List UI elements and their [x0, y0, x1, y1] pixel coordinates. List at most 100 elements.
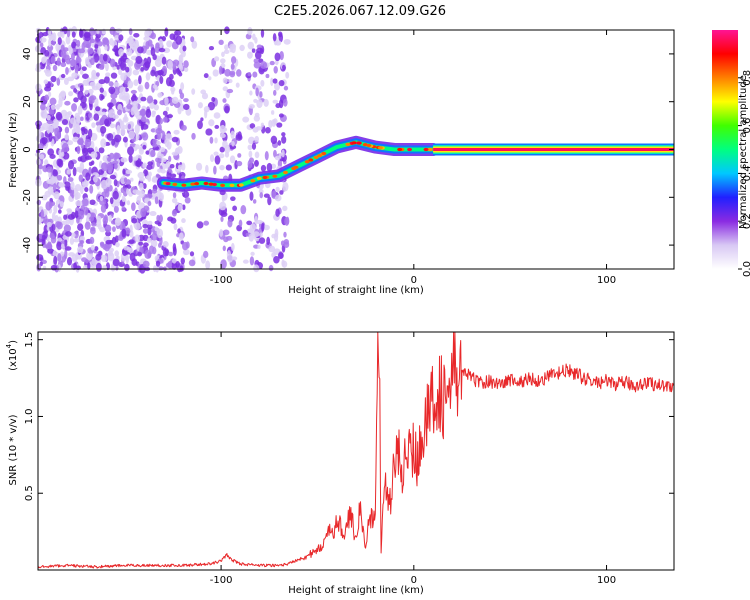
noise-speck — [44, 244, 49, 249]
noise-speck — [209, 136, 214, 144]
signal-hotspot — [313, 155, 319, 159]
noise-speck — [169, 164, 175, 169]
noise-speck — [162, 248, 170, 257]
noise-speck — [256, 44, 263, 49]
noise-speck — [230, 130, 235, 140]
noise-speck — [146, 237, 152, 243]
noise-speck — [170, 217, 177, 224]
noise-speck — [64, 126, 70, 134]
noise-speck — [218, 65, 223, 75]
noise-speck — [251, 142, 257, 150]
noise-speck — [56, 77, 61, 86]
noise-speck — [102, 53, 108, 62]
noise-speck — [100, 242, 105, 248]
signal-hotspot — [282, 170, 288, 175]
noise-speck — [116, 65, 120, 70]
noise-speck — [68, 252, 76, 257]
noise-speck — [71, 103, 77, 112]
noise-speck — [120, 187, 125, 194]
noise-speck — [49, 97, 57, 106]
noise-speck — [155, 127, 163, 135]
colorbar-tick-label: 0.0 — [742, 261, 750, 277]
snr-frame — [37, 331, 675, 571]
noise-speck — [84, 187, 89, 193]
noise-speck — [274, 81, 281, 91]
noise-speck — [168, 155, 172, 163]
noise-speck — [124, 263, 130, 272]
noise-speck — [140, 96, 147, 102]
noise-speck — [127, 123, 132, 130]
noise-speck — [113, 163, 118, 170]
noise-speck — [188, 259, 196, 267]
noise-speck — [141, 132, 149, 141]
noise-speck — [71, 41, 77, 49]
noise-speck — [98, 169, 104, 175]
noise-speck — [135, 55, 143, 65]
colorbar-gradient — [712, 30, 738, 269]
noise-speck — [219, 201, 227, 211]
signal-hotspot — [377, 146, 383, 150]
noise-speck — [255, 87, 259, 97]
noise-speck — [142, 223, 148, 229]
noise-speck — [74, 210, 79, 219]
snr-y-axis: 0.5 1.0 1.5 — [24, 332, 674, 501]
noise-speck — [52, 169, 58, 177]
noise-speck — [285, 71, 290, 79]
noise-speck — [64, 249, 68, 260]
noise-speck — [166, 114, 173, 119]
noise-speck — [231, 256, 238, 261]
noise-speck — [139, 145, 144, 152]
noise-speck — [57, 237, 62, 242]
noise-speck — [46, 166, 53, 173]
noise-speck — [128, 154, 133, 163]
noise-speck — [263, 193, 270, 198]
noise-speck — [256, 99, 263, 109]
noise-speck — [119, 120, 125, 130]
signal-hotspot — [238, 183, 244, 187]
noise-speck — [165, 262, 173, 268]
snr-scale-factor: (x104) — [5, 340, 19, 371]
noise-speck — [164, 27, 169, 37]
noise-speck — [264, 150, 269, 161]
noise-speck — [229, 155, 236, 164]
spectrogram-noise — [34, 25, 291, 274]
noise-speck — [137, 251, 142, 257]
noise-speck — [91, 69, 97, 79]
noise-speck — [86, 212, 91, 218]
noise-speck — [128, 247, 134, 254]
noise-speck — [142, 228, 149, 234]
noise-speck — [157, 92, 163, 98]
noise-speck — [87, 262, 91, 270]
noise-speck — [259, 192, 264, 199]
noise-speck — [48, 33, 53, 40]
spectrogram-y-tick-label: 20 — [22, 95, 33, 108]
noise-speck — [246, 220, 253, 226]
noise-speck — [48, 132, 53, 142]
noise-speck — [174, 30, 182, 36]
noise-speck — [56, 221, 63, 230]
signal-hotspot — [181, 183, 187, 187]
noise-speck — [57, 158, 64, 168]
snr-panel: -100 0 100 0.5 1.0 1.5 Height of straight li… — [5, 331, 675, 596]
noise-speck — [60, 73, 66, 79]
noise-speck — [145, 108, 152, 118]
noise-speck — [78, 210, 85, 220]
noise-speck — [100, 138, 107, 148]
noise-speck — [180, 82, 185, 91]
noise-speck — [84, 35, 91, 42]
noise-speck — [184, 197, 191, 204]
noise-speck — [147, 201, 152, 207]
signal-hotspot — [220, 183, 226, 187]
noise-speck — [231, 242, 235, 251]
noise-speck — [107, 252, 115, 262]
noise-speck — [249, 223, 257, 231]
noise-speck — [138, 75, 142, 85]
spectrogram-y-tick-label: 0 — [22, 146, 33, 152]
noise-speck — [112, 114, 119, 120]
noise-speck — [52, 118, 59, 128]
noise-speck — [142, 234, 149, 242]
noise-speck — [143, 62, 150, 71]
noise-speck — [104, 44, 108, 51]
signal-hotspot — [351, 141, 357, 145]
noise-speck — [97, 223, 102, 230]
